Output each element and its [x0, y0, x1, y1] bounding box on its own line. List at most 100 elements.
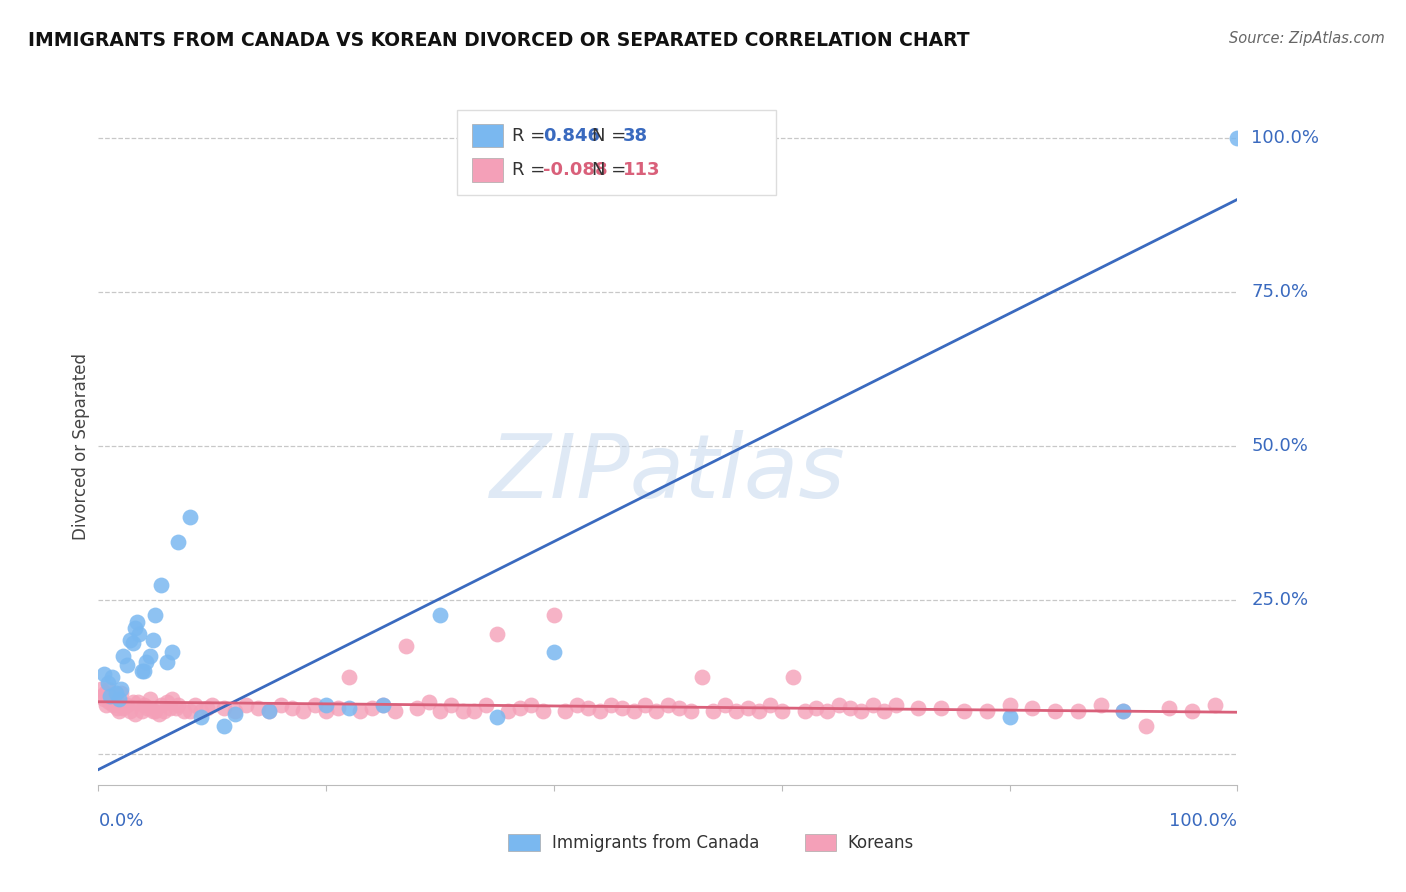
Point	[770, 704, 793, 718]
Point	[105, 701, 128, 715]
Point	[554, 704, 576, 718]
Point	[259, 704, 281, 718]
Point	[395, 640, 418, 654]
Point	[737, 701, 759, 715]
Point	[714, 698, 737, 712]
FancyBboxPatch shape	[509, 834, 540, 851]
Text: 0.0%: 0.0%	[98, 812, 143, 830]
Point	[371, 698, 394, 712]
Point	[1204, 698, 1226, 712]
Point	[725, 704, 748, 718]
Text: 100.0%: 100.0%	[1170, 812, 1237, 830]
Point	[270, 698, 292, 712]
Point	[120, 704, 142, 718]
Point	[179, 704, 201, 718]
Point	[190, 704, 212, 718]
Point	[1135, 719, 1157, 733]
Text: 75.0%: 75.0%	[1251, 283, 1309, 301]
Point	[104, 685, 127, 699]
Point	[138, 691, 160, 706]
Text: ZIPatlas: ZIPatlas	[491, 430, 845, 516]
Point	[884, 698, 907, 712]
Point	[132, 698, 155, 712]
Point	[112, 701, 135, 715]
Point	[929, 701, 952, 715]
Point	[224, 707, 246, 722]
Point	[326, 701, 349, 715]
Point	[337, 670, 360, 684]
Text: N =: N =	[592, 161, 633, 179]
Point	[1090, 698, 1112, 712]
Point	[782, 670, 804, 684]
Point	[135, 655, 157, 669]
Point	[281, 701, 304, 715]
Text: IMMIGRANTS FROM CANADA VS KOREAN DIVORCED OR SEPARATED CORRELATION CHART: IMMIGRANTS FROM CANADA VS KOREAN DIVORCE…	[28, 31, 970, 50]
Point	[612, 701, 634, 715]
Point	[1112, 704, 1135, 718]
Point	[142, 633, 165, 648]
Text: 0.846: 0.846	[543, 127, 600, 145]
Point	[498, 704, 520, 718]
Y-axis label: Divorced or Separated: Divorced or Separated	[72, 352, 90, 540]
Point	[165, 701, 187, 715]
Text: 100.0%: 100.0%	[1251, 128, 1319, 147]
Point	[145, 704, 167, 718]
Point	[851, 704, 873, 718]
Point	[588, 704, 610, 718]
Point	[440, 698, 463, 712]
Point	[103, 698, 125, 712]
Point	[576, 701, 599, 715]
Point	[124, 707, 146, 722]
Point	[873, 704, 896, 718]
Point	[121, 636, 143, 650]
Point	[112, 648, 135, 663]
Point	[104, 691, 127, 706]
Point	[531, 704, 554, 718]
Point	[668, 701, 690, 715]
Point	[679, 704, 702, 718]
Point	[360, 701, 382, 715]
Point	[96, 682, 118, 697]
Point	[156, 695, 179, 709]
Point	[520, 698, 543, 712]
Point	[315, 698, 337, 712]
Point	[862, 698, 884, 712]
Point	[690, 670, 713, 684]
Point	[136, 701, 159, 715]
Point	[148, 707, 170, 722]
Point	[418, 695, 440, 709]
Point	[108, 691, 131, 706]
Point	[543, 645, 565, 659]
Point	[110, 685, 132, 699]
Point	[108, 704, 131, 718]
Point	[1157, 701, 1180, 715]
Point	[634, 698, 657, 712]
Point	[1112, 704, 1135, 718]
Point	[657, 698, 679, 712]
Point	[145, 608, 167, 623]
Point	[998, 710, 1021, 724]
Point	[97, 695, 120, 709]
Point	[1043, 704, 1066, 718]
Point	[127, 695, 149, 709]
Point	[142, 704, 165, 718]
Text: Immigrants from Canada: Immigrants from Canada	[551, 834, 759, 852]
Point	[371, 698, 394, 712]
Point	[1067, 704, 1090, 718]
Point	[815, 704, 838, 718]
Text: Koreans: Koreans	[848, 834, 914, 852]
Point	[384, 704, 406, 718]
Point	[131, 664, 153, 678]
Point	[315, 704, 337, 718]
Point	[184, 698, 207, 712]
Point	[623, 704, 645, 718]
Point	[907, 701, 929, 715]
Point	[292, 704, 315, 718]
Point	[804, 701, 827, 715]
Point	[201, 698, 224, 712]
Point	[998, 698, 1021, 712]
Point	[1021, 701, 1043, 715]
Point	[702, 704, 724, 718]
Point	[259, 704, 281, 718]
Point	[179, 509, 201, 524]
